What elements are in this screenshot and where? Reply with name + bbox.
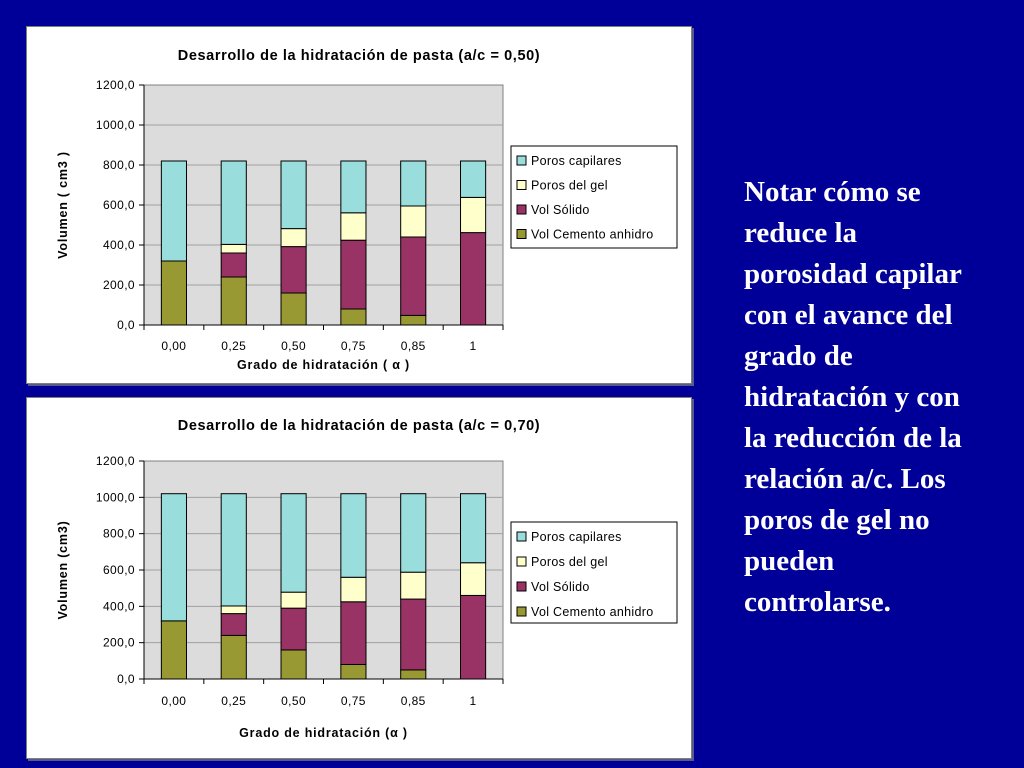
chart2-y-tick-label: 400,0 (103, 599, 135, 613)
chart1-legend-label: Vol Cemento anhidro (531, 228, 653, 242)
chart1-x-tick-label: 1 (470, 339, 477, 353)
chart2-y-tick-label: 1000,0 (96, 490, 135, 504)
chart1-x-tick-label: 0,25 (221, 339, 246, 353)
chart2-bar-poros-del-gel (280, 591, 307, 609)
chart2-bar-poros-capilares (460, 493, 487, 564)
chart1-bar-vol-s-lido (400, 236, 427, 316)
chart-ac-050: Desarrollo de la hidratación de pasta (a… (56, 48, 678, 372)
chart2-title: Desarrollo de la hidratación de pasta (a… (178, 418, 540, 434)
chart1-legend-swatch (516, 180, 527, 190)
chart1-bar-vol-s-lido (340, 239, 367, 310)
chart2-x-axis-label: Grado de hidratación (α ) (239, 726, 408, 740)
chart1-bar-poros-capilares (280, 160, 307, 230)
chart2-legend-label: Poros capilares (531, 530, 622, 544)
chart2-bar-vol-cemento-anhidro (280, 649, 307, 680)
chart1-y-tick-label: 800,0 (103, 158, 135, 172)
chart2-y-tick-label: 600,0 (103, 563, 135, 577)
chart1-y-tick-label: 1200,0 (96, 78, 135, 92)
chart1-x-tick-label: 0,85 (401, 339, 426, 353)
chart2-bar-poros-capilares (400, 493, 427, 573)
chart1-bar-poros-del-gel (220, 243, 247, 254)
chart1-bar-poros-capilares (220, 160, 247, 245)
chart2-bar-vol-cemento-anhidro (220, 634, 247, 680)
chart1-legend-swatch (516, 229, 527, 239)
chart1-bar-poros-del-gel (400, 205, 427, 238)
chart2-bar-vol-s-lido (340, 601, 367, 665)
chart2-x-tick-label: 0,00 (161, 694, 186, 708)
chart2-bar-poros-del-gel (340, 576, 367, 603)
chart2-legend-label: Poros del gel (531, 555, 608, 569)
chart1-bar-vol-cemento-anhidro (160, 260, 187, 326)
chart1-y-axis-label: Volumen ( cm3 ) (56, 151, 70, 259)
chart1-legend-label: Poros del gel (531, 179, 608, 193)
chart2-bar-poros-del-gel (400, 571, 427, 600)
chart1-y-tick-label: 400,0 (103, 238, 135, 252)
chart2-bar-poros-capilares (220, 493, 247, 607)
chart2-legend-swatch (516, 531, 527, 542)
explanatory-note: Notar cómo se reduce la porosidad capila… (744, 176, 962, 618)
chart1-bar-vol-cemento-anhidro (400, 314, 427, 326)
chart1-bar-poros-del-gel (280, 228, 307, 248)
chart1-bar-poros-del-gel (460, 196, 487, 234)
chart1-legend-label: Vol Sólido (531, 203, 590, 217)
chart2-bar-poros-capilares (280, 493, 307, 593)
chart1-bar-poros-capilares (340, 160, 367, 214)
chart1-bar-vol-s-lido (220, 252, 247, 278)
chart1-bar-poros-capilares (160, 160, 187, 262)
chart1-x-tick-label: 0,75 (341, 339, 366, 353)
chart1-legend (510, 145, 678, 249)
chart2-bar-vol-s-lido (460, 594, 487, 680)
chart2-legend (510, 521, 678, 624)
chart2-bar-vol-s-lido (400, 598, 427, 671)
chart2-bar-poros-del-gel (220, 605, 247, 615)
chart1-bar-poros-del-gel (340, 212, 367, 241)
chart1-bar-vol-cemento-anhidro (220, 276, 247, 326)
chart2-bar-vol-cemento-anhidro (340, 663, 367, 680)
chart2-x-tick-label: 0,50 (281, 694, 306, 708)
chart1-y-tick-label: 600,0 (103, 198, 135, 212)
chart2-bar-poros-del-gel (460, 562, 487, 596)
chart2-x-tick-label: 0,25 (221, 694, 246, 708)
chart2-y-tick-label: 1200,0 (96, 454, 135, 468)
chart2-legend-swatch (516, 606, 527, 617)
chart2-legend-label: Vol Cemento anhidro (531, 605, 653, 619)
chart1-title: Desarrollo de la hidratación de pasta (a… (178, 48, 540, 64)
chart2-legend-label: Vol Sólido (531, 580, 590, 594)
chart2-legend-swatch (516, 556, 527, 567)
chart2-y-tick-label: 800,0 (103, 527, 135, 541)
chart2-bar-vol-s-lido (280, 607, 307, 651)
chart2-y-tick-label: 200,0 (103, 636, 135, 650)
chart1-legend-label: Poros capilares (531, 154, 622, 168)
chart1-legend-swatch (516, 155, 527, 166)
chart2-x-tick-label: 0,85 (401, 694, 426, 708)
chart1-bar-poros-capilares (460, 160, 487, 198)
chart1-bar-vol-s-lido (280, 246, 307, 294)
chart1-y-tick-label: 200,0 (103, 278, 135, 292)
chart2-x-tick-label: 1 (470, 694, 477, 708)
chart1-bar-vol-cemento-anhidro (280, 292, 307, 326)
chart2-bar-vol-s-lido (220, 613, 247, 636)
chart1-bar-vol-cemento-anhidro (340, 308, 367, 326)
chart2-y-axis-label: Volumen (cm3) (56, 520, 70, 619)
chart1-y-tick-label: 1000,0 (96, 118, 135, 132)
chart-ac-070: Desarrollo de la hidratación de pasta (a… (56, 418, 678, 740)
chart2-bar-poros-capilares (340, 493, 367, 578)
chart1-legend-swatch (516, 204, 527, 215)
chart1-x-tick-label: 0,50 (281, 339, 306, 353)
chart2-legend-swatch (516, 581, 527, 592)
chart1-x-tick-label: 0,00 (161, 339, 186, 353)
chart2-y-tick-label: 0,0 (117, 672, 135, 686)
chart1-bar-poros-capilares (400, 160, 427, 207)
chart2-bar-vol-cemento-anhidro (400, 669, 427, 680)
chart2-x-tick-label: 0,75 (341, 694, 366, 708)
chart1-bar-vol-s-lido (460, 232, 487, 326)
chart1-x-axis-label: Grado de hidratación ( α ) (237, 358, 410, 372)
chart2-bar-poros-capilares (160, 493, 187, 622)
chart1-y-tick-label: 0,0 (117, 318, 135, 332)
chart-panel-ac-050: Desarrollo de la hidratación de pasta (a… (26, 26, 692, 384)
chart2-bar-vol-cemento-anhidro (160, 620, 187, 680)
chart-panel-ac-070: Desarrollo de la hidratación de pasta (a… (26, 397, 692, 759)
